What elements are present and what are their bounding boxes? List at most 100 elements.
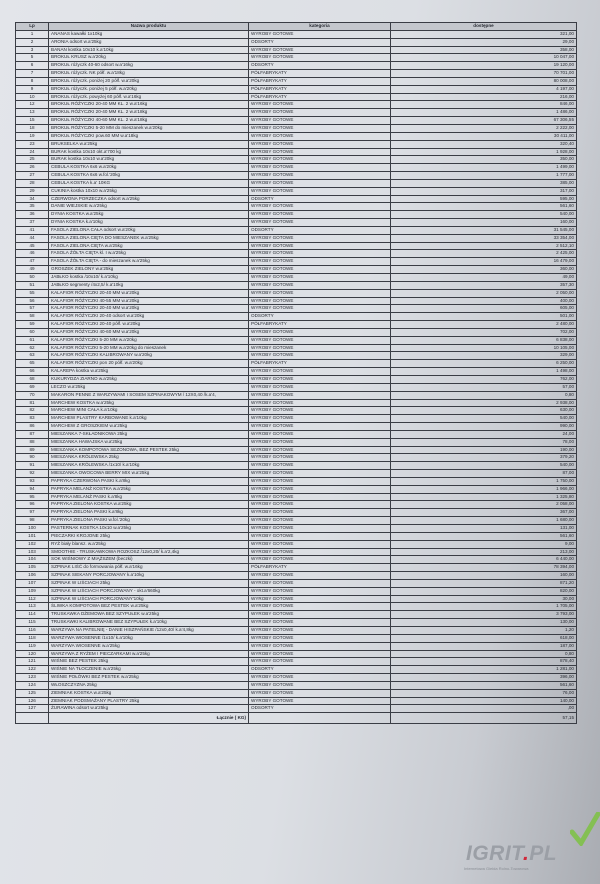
row-product-name: SZPINAK SIEKANY PORCJOWANY k.a'10kg	[48, 571, 249, 580]
row-product-name: GROSZEK ZIELONY w.a'25kg	[48, 265, 249, 274]
row-available: 1 750,00	[390, 476, 577, 486]
row-available: 630,00	[390, 406, 577, 416]
row-product-name: MIESZANKA KOMPOTOWA SEZONOWA, BEZ PESTEK…	[48, 445, 249, 455]
row-product-name: KALAFIOR RÓŻYCZKI KALIBROWANY w.a'20kg	[48, 351, 249, 361]
row-product-name: DANIE WIEJSKIE w.a'25kg	[48, 202, 249, 212]
row-product-name: BURAK kostka 10x10 w.a'20kg	[48, 155, 249, 165]
row-available: 540,00	[390, 414, 577, 424]
row-lp: 88	[15, 437, 49, 447]
row-available: 70 701,00	[390, 69, 577, 78]
row-product-name: BROKUŁ RÓŻYCZKI pow.60 MM w.a'18kg	[48, 131, 249, 141]
table-row: 96 PAPRYKA ZIELONA KOSTKA w.a'25kg WYROBY …	[15, 500, 577, 510]
table-row: 90 MIESZANKA KRÓLEWSKA 25kg WYROBY GOTOWE 3…	[15, 453, 577, 463]
table-row: 19 BROKUŁ RÓŻYCZKI pow.60 MM w.a'18kg WYRO…	[15, 131, 577, 141]
row-product-name: BROKUŁ RÓŻYCZKI 20-40 MM KL. 2 w.a'16kg	[48, 100, 249, 110]
table-row: 113 ŚLIWKA KOMPOTOWA BEZ PESTEK w.a'25kg W…	[15, 602, 577, 612]
row-lp: 116	[15, 625, 49, 635]
row-product-name: SZPINAK W LIŚCIACH 25kg	[48, 578, 249, 588]
row-available: 10 105,00	[390, 343, 577, 353]
table-row: 98 PAPRYKA ZIELONA PASKI w.fol.'20kg WYROB…	[15, 516, 577, 525]
table-row: 94 PAPRYKA MELANŻ KOSTKA w.a'25kg WYROBY G…	[15, 484, 577, 494]
table-row: 61 KALAFIOR RÓŻYCZKI 5-20 MM w.a'20kg WYRO…	[15, 335, 577, 345]
row-available: 396,00	[390, 673, 577, 682]
row-product-name: PAPRYKA MELANŻ KOSTKA w.a'25kg	[48, 484, 249, 494]
row-category: WYROBY GOTOWE	[248, 406, 391, 416]
row-available: 2 938,00	[390, 398, 577, 408]
row-product-name: PAPRYKA ZIELONA PASKI w.fol.'20kg	[48, 516, 249, 525]
row-available: 4 197,00	[390, 84, 577, 94]
row-product-name: MARCHEW PLASTRY KARBOWANE k.a'10kg	[48, 414, 249, 424]
row-lp: 37	[15, 218, 49, 227]
table-row: 13 BROKUŁ RÓŻYCZKI 20-40 MM KL. 2 w.a'18k…	[15, 108, 577, 118]
row-lp: 81	[15, 398, 49, 408]
row-category: ODSORTY	[248, 665, 391, 675]
row-lp: 35	[15, 202, 49, 212]
row-category: WYROBY GOTOWE	[248, 327, 391, 337]
row-lp: 95	[15, 492, 49, 502]
row-available: 618,00	[390, 633, 577, 643]
row-lp: 103	[15, 547, 49, 557]
row-product-name: RYŻ biały blansz. w.a'25kg	[48, 539, 249, 549]
row-product-name: SZPINAK LIŚĆ do formowania półf. w.a'16k…	[48, 563, 249, 573]
table-row: 49 GROSZEK ZIELONY w.a'25kg WYROBY GOTOWE 3…	[15, 265, 577, 274]
row-category: PÓŁFABRYKATY	[248, 563, 391, 573]
row-product-name: MIESZANKA OWOCOWA BERRY MIX w.a'25kg	[48, 469, 249, 478]
table-row: 51 JABŁKO segmenty /4x2,5/ k.a'10kg WYROBY…	[15, 280, 577, 290]
row-lp: 34	[15, 194, 49, 204]
row-lp: 3	[15, 45, 49, 55]
row-product-name: PAPRYKA ZIELONA PASKI k.a'8kg	[48, 508, 249, 518]
row-product-name: BROKUŁ RÓŻYCZKI 40-60 MM KL. 2 w.a'18kg	[48, 116, 249, 125]
row-available: 87,00	[390, 469, 577, 478]
row-lp: 70	[15, 390, 49, 400]
row-available: 1 705,00	[390, 602, 577, 612]
row-available: 1,20	[390, 625, 577, 635]
table-row: 121 WIŚNIE BEZ PESTEK 25kg WYROBY GOTOWE 87…	[15, 657, 577, 667]
row-product-name: KALAFIOR RÓŻYCZKI 20-40 półf. w.a'20kg	[48, 320, 249, 329]
row-product-name: MARCHEW Z GROSZKIEM w.a'25kg	[48, 422, 249, 431]
table-row: 44 FASOLA ZIELONA CIĘTA DO MIESZANEK w.a'…	[15, 233, 577, 243]
row-product-name: WŁOSZCZYZNA 25kg	[48, 680, 249, 690]
row-lp: 58	[15, 312, 49, 322]
row-available: 561,60	[390, 202, 577, 212]
table-row: 70 MAKARON PENNE Z WARZYWAMI I SOSEM SZPI…	[15, 390, 577, 400]
table-row: 126 ZIEMNIAK PODSMAŻANY PLASTRY 25kg WYROB…	[15, 696, 577, 706]
table-row: 118 WARZYWA WIOSENNE /1x10/ k.a'10kg WYROB…	[15, 633, 577, 643]
row-available: 213,00	[390, 547, 577, 557]
table-row: 58 KALAFIOR RÓŻYCZKI 20-40 odsort w.a'20k…	[15, 312, 577, 322]
row-category: WYROBY GOTOWE	[248, 210, 391, 220]
table-header-row: Lp Nazwa produktu kategoria dostępne	[15, 22, 577, 31]
row-available: 10 047,00	[390, 53, 577, 63]
row-available: 140,00	[390, 696, 577, 706]
row-product-name: MIESZANKA KRÓLEWSKA 25kg	[48, 453, 249, 463]
row-lp: 51	[15, 280, 49, 290]
row-available: 540,00	[390, 210, 577, 220]
row-available: 501,00	[390, 312, 577, 322]
table-row: 100 PASTERNAK KOSTKA 10x10 w.a'25kg WYROBY…	[15, 524, 577, 533]
row-product-name: JABŁKO segmenty /4x2,5/ k.a'10kg	[48, 280, 249, 290]
row-product-name: ZIEMNIAK KOSTKA w.a'25kg	[48, 688, 249, 698]
row-category: PÓŁFABRYKATY	[248, 359, 391, 369]
row-lp: 83	[15, 414, 49, 424]
row-available: 1 928,00	[390, 147, 577, 157]
row-lp: 125	[15, 688, 49, 698]
row-product-name: SMOOTHIE - TRUSKAWKOWA ROZKOSZ /12x0,20/…	[48, 547, 249, 557]
total-empty	[15, 712, 49, 725]
row-lp: 92	[15, 469, 49, 478]
row-category: WYROBY GOTOWE	[248, 116, 391, 125]
row-available: 49,00	[390, 273, 577, 282]
row-available: 67 306,55	[390, 116, 577, 125]
row-lp: 45	[15, 241, 49, 251]
row-category: PÓŁFABRYKATY	[248, 84, 391, 94]
table-row: 41 FASOLA ZIELONA CAŁA odsort w.a'20kg ODS…	[15, 225, 577, 235]
row-available: 24,00	[390, 429, 577, 439]
row-lp: 18	[15, 123, 49, 133]
row-category: WYROBY GOTOWE	[248, 673, 391, 682]
row-lp: 56	[15, 296, 49, 306]
header-lp: Lp	[15, 22, 49, 31]
row-product-name: MIESZANKA KRÓLEWSKA /1x10/ k.a'10kg	[48, 461, 249, 471]
table-row: 59 KALAFIOR RÓŻYCZKI 20-40 półf. w.a'20kg…	[15, 320, 577, 329]
table-row: 36 DYNIA KOSTKA w.a'25kg WYROBY GOTOWE 540,…	[15, 210, 577, 220]
row-available: 321,00	[390, 29, 577, 39]
row-lp: 94	[15, 484, 49, 494]
table-row: 5 BROKUŁ KRUSZ w.a'20kg WYROBY GOTOWE 10 04…	[15, 53, 577, 63]
